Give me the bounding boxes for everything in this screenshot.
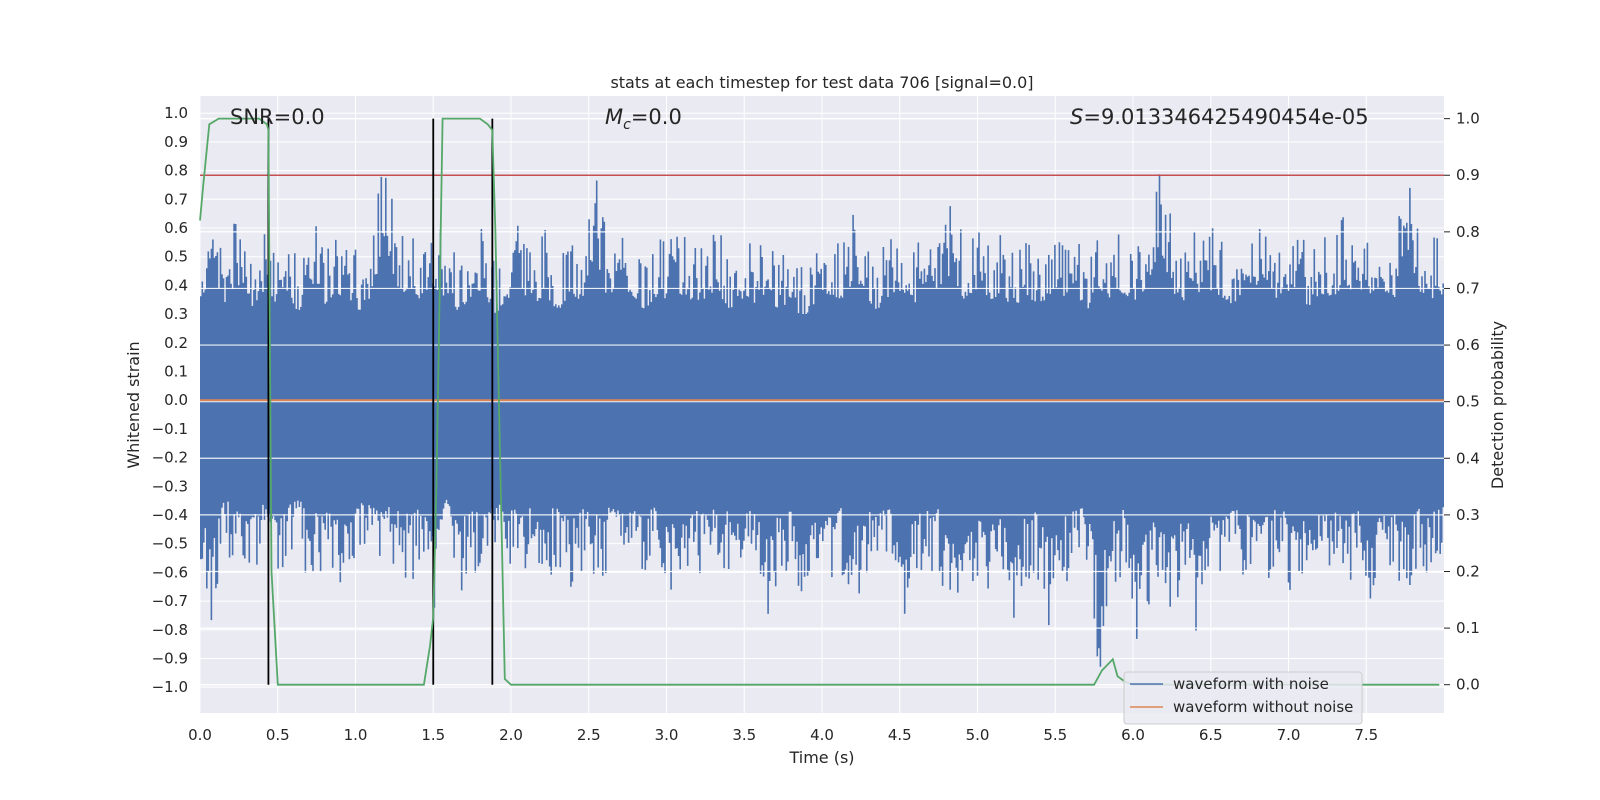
legend-box bbox=[1123, 671, 1363, 725]
y2-tick-label: 0.6 bbox=[1456, 336, 1480, 354]
y-tick-label: −0.7 bbox=[152, 592, 188, 610]
x-tick-label: 2.5 bbox=[577, 726, 601, 744]
y-tick-label: 0.0 bbox=[164, 391, 188, 409]
y2-tick-label: 0.7 bbox=[1456, 279, 1480, 297]
y2-axis-label: Detection probability bbox=[1488, 321, 1507, 489]
x-tick-label: 3.5 bbox=[732, 726, 756, 744]
y-tick-label: 0.8 bbox=[164, 162, 188, 180]
s-symbol: S bbox=[1070, 105, 1083, 129]
legend: waveform with noise waveform without noi… bbox=[1123, 671, 1363, 725]
y-tick-label: 0.1 bbox=[164, 362, 188, 380]
y2-tick-label: 0.5 bbox=[1456, 393, 1480, 411]
s-annotation: S=9.013346425490454e-05 bbox=[1070, 105, 1369, 129]
x-tick-label: 6.5 bbox=[1199, 726, 1223, 744]
y-tick-label: −0.5 bbox=[152, 535, 188, 553]
chirp-mass-symbol: M bbox=[605, 105, 623, 129]
chart-title: stats at each timestep for test data 706… bbox=[610, 73, 1033, 92]
y-tick-label: 0.2 bbox=[164, 334, 188, 352]
y-tick-label: −1.0 bbox=[152, 678, 188, 696]
y-tick-label: 0.7 bbox=[164, 190, 188, 208]
chirp-mass-value: =0.0 bbox=[631, 105, 682, 129]
y-tick-label: −0.8 bbox=[152, 621, 188, 639]
y2-tick-label: 0.1 bbox=[1456, 619, 1480, 637]
y-tick-label: −0.3 bbox=[152, 477, 188, 495]
x-tick-label: 2.0 bbox=[499, 726, 523, 744]
legend-label-noise: waveform with noise bbox=[1173, 675, 1329, 693]
y2-tick-label: 0.2 bbox=[1456, 562, 1480, 580]
x-tick-label: 0.0 bbox=[188, 726, 212, 744]
y2-tick-label: 0.8 bbox=[1456, 223, 1480, 241]
x-axis-label: Time (s) bbox=[788, 748, 854, 767]
x-tick-label: 5.5 bbox=[1043, 726, 1067, 744]
y-tick-label: −0.6 bbox=[152, 563, 188, 581]
y-tick-label: −0.9 bbox=[152, 649, 188, 667]
y-tick-label: 0.5 bbox=[164, 248, 188, 266]
y-tick-label: 0.6 bbox=[164, 219, 188, 237]
snr-annotation: SNR=0.0 bbox=[230, 105, 325, 129]
ticks: 0.0 0.5 1.0 1.5 2.0 2.5 3.0 3.5 4.0 4.5 5.0 5.5 6.0 6… bbox=[152, 104, 1480, 744]
x-tick-label: 5.0 bbox=[966, 726, 990, 744]
x-tick-label: 0.5 bbox=[266, 726, 290, 744]
s-value: =9.013346425490454e-05 bbox=[1083, 105, 1368, 129]
x-tick-label: 1.5 bbox=[421, 726, 445, 744]
x-tick-label: 3.0 bbox=[655, 726, 679, 744]
x-tick-label: 6.0 bbox=[1121, 726, 1145, 744]
y2-tick-label: 0.9 bbox=[1456, 166, 1480, 184]
y2-tick-label: 1.0 bbox=[1456, 110, 1480, 128]
y-tick-label: 0.9 bbox=[164, 133, 188, 151]
detection-probability-line bbox=[199, 117, 1440, 686]
y2-tick-label: 0.0 bbox=[1456, 676, 1480, 694]
y-tick-label: −0.1 bbox=[152, 420, 188, 438]
y-tick-label: −0.4 bbox=[152, 506, 188, 524]
y2-tick-label: 0.3 bbox=[1456, 506, 1480, 524]
y-tick-label: 1.0 bbox=[164, 104, 188, 122]
chirp-mass-subscript: c bbox=[623, 117, 631, 133]
x-tick-label: 1.0 bbox=[344, 726, 368, 744]
x-tick-label: 7.0 bbox=[1277, 726, 1301, 744]
x-tick-label: 4.5 bbox=[888, 726, 912, 744]
chirp-mass-annotation: Mc=0.0 bbox=[605, 105, 682, 133]
x-tick-label: 4.0 bbox=[810, 726, 834, 744]
legend-label-clean: waveform without noise bbox=[1173, 698, 1353, 716]
y2-tick-label: 0.4 bbox=[1456, 449, 1480, 467]
y-axis-label: Whitened strain bbox=[124, 341, 143, 468]
y-tick-label: −0.2 bbox=[152, 449, 188, 467]
x-tick-label: 7.5 bbox=[1354, 726, 1378, 744]
y-tick-label: 0.4 bbox=[164, 276, 188, 294]
overlay-lines bbox=[199, 117, 1444, 686]
y-tick-label: 0.3 bbox=[164, 305, 188, 323]
